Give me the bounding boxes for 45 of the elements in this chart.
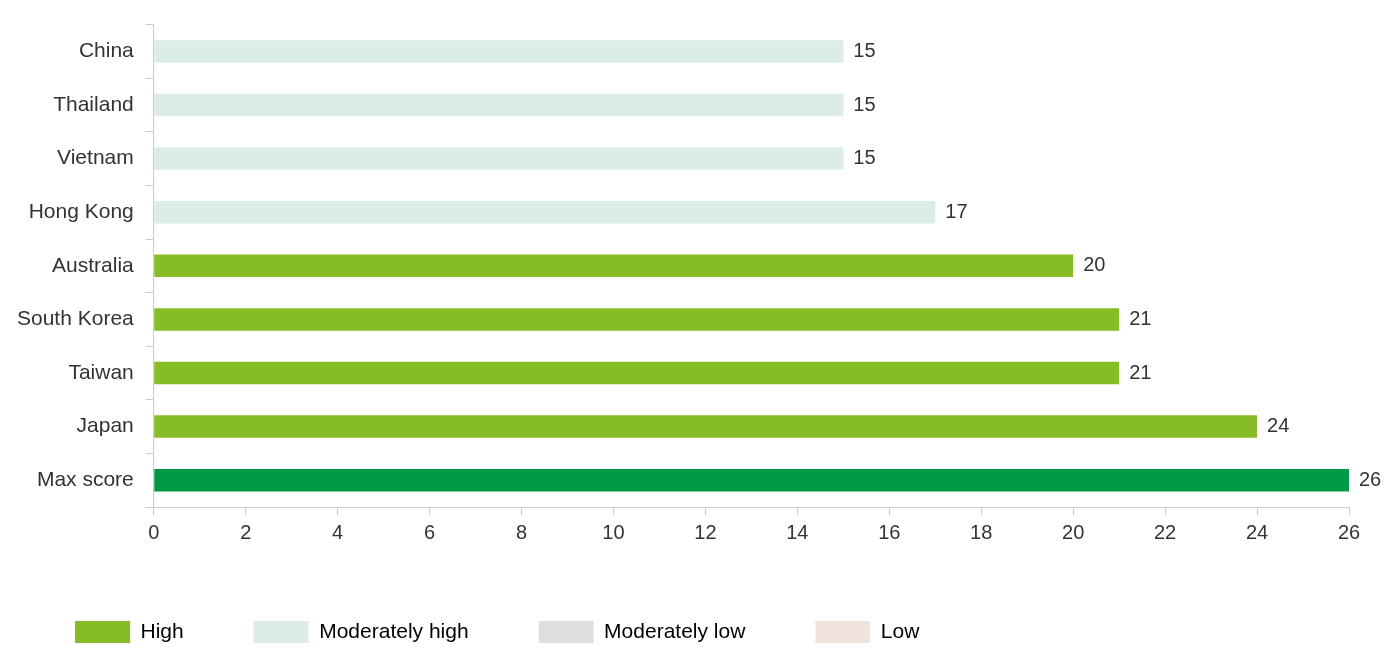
y-tick-label: Australia bbox=[52, 252, 135, 276]
y-tick-label: South Korea bbox=[16, 306, 135, 330]
y-tick-label: Japan bbox=[76, 413, 134, 437]
data-label: 15 bbox=[853, 92, 876, 115]
data-label: 24 bbox=[1267, 414, 1290, 437]
bar bbox=[154, 40, 844, 63]
x-tick-label: 2 bbox=[240, 520, 252, 543]
x-tick-label: 0 bbox=[148, 520, 160, 543]
data-label: 26 bbox=[1359, 467, 1382, 490]
x-tick-label: 8 bbox=[515, 520, 528, 543]
x-tick-label: 16 bbox=[878, 520, 901, 543]
bar bbox=[154, 200, 936, 224]
y-tick-label: Max score bbox=[36, 467, 134, 490]
data-label: 15 bbox=[853, 38, 876, 61]
bar bbox=[154, 147, 844, 170]
x-tick-label: 14 bbox=[786, 520, 809, 543]
y-tick-label: Hong Kong bbox=[28, 199, 134, 222]
x-tick-label: 12 bbox=[694, 520, 717, 543]
x-tick-label: 26 bbox=[1337, 520, 1361, 543]
y-tick-label: China bbox=[78, 38, 135, 62]
x-tick-label: 22 bbox=[1153, 520, 1177, 543]
data-label: 17 bbox=[945, 199, 968, 222]
legend-label: Moderately low bbox=[604, 618, 747, 642]
legend-label: Low bbox=[880, 618, 921, 642]
bar bbox=[154, 361, 1120, 385]
bar bbox=[154, 415, 1258, 438]
x-tick-label: 18 bbox=[970, 520, 993, 543]
legend-label: Moderately high bbox=[319, 618, 469, 642]
bar bbox=[154, 254, 1074, 278]
data-label: 21 bbox=[1129, 306, 1152, 329]
data-label: 15 bbox=[853, 146, 876, 169]
data-label: 21 bbox=[1129, 360, 1152, 383]
x-tick-label: 10 bbox=[602, 520, 625, 543]
x-tick-label: 6 bbox=[424, 520, 436, 543]
x-tick-label: 4 bbox=[332, 520, 344, 543]
data-label: 20 bbox=[1083, 253, 1106, 276]
bar bbox=[154, 468, 1349, 492]
legend-label: High bbox=[140, 618, 184, 642]
bar bbox=[154, 93, 844, 117]
bar bbox=[154, 308, 1120, 331]
x-tick-label: 24 bbox=[1245, 520, 1269, 543]
x-tick-label: 20 bbox=[1062, 520, 1085, 543]
y-tick-label: Thailand bbox=[53, 91, 134, 115]
y-tick-label: Taiwan bbox=[68, 359, 134, 383]
y-tick-label: Vietnam bbox=[57, 145, 134, 169]
